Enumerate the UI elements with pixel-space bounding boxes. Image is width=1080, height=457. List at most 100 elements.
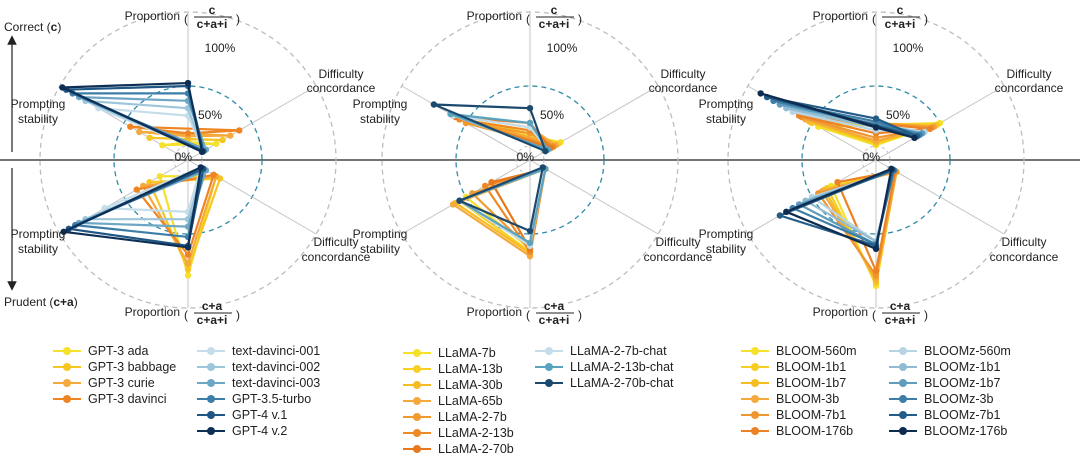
legend-swatch [52, 375, 82, 391]
prudent-label: Prudent (c+a) [4, 295, 78, 309]
data-point [488, 179, 495, 186]
data-point [59, 84, 66, 91]
radar-chart-llama: 100%50%0%Proportion (cc+a+i)Proportion (c+… [353, 3, 718, 327]
fraction-top-den: c+a+i [197, 17, 228, 31]
legend-item: LLaMA-2-13b [402, 425, 514, 441]
data-point [184, 244, 192, 251]
legend-label: BLOOMz-1b7 [924, 376, 1001, 390]
tick-100: 100% [893, 41, 924, 55]
legend-swatch [52, 343, 82, 359]
legend-item: GPT-3 davinci [52, 391, 176, 407]
prompting-upper-line2: stability [706, 112, 746, 126]
data-point [888, 165, 895, 173]
series-lower-polygon [836, 170, 897, 273]
difficulty-lower-line1: Difficulty [1001, 235, 1046, 249]
fraction-top-num: c [551, 3, 558, 17]
legend-item: GPT-4 v.1 [196, 407, 320, 423]
paren-close: ) [236, 308, 240, 322]
legend-item: BLOOM-1b7 [740, 375, 857, 391]
legend-swatch [196, 359, 226, 375]
fraction-top-num: c [209, 3, 216, 17]
legend-label: LLaMA-65b [438, 394, 503, 408]
fraction-bottom: (c+ac+a+i) [526, 299, 582, 327]
paren-open: ( [184, 12, 188, 26]
legend-swatch [740, 423, 770, 439]
tick-50: 50% [540, 108, 564, 122]
legend-swatch [888, 375, 918, 391]
difficulty-upper-line2: concordance [307, 81, 376, 95]
legend-item: BLOOM-1b1 [740, 359, 857, 375]
legend-swatch [740, 375, 770, 391]
legend-item: BLOOMz-1b7 [888, 375, 1011, 391]
legend-item: text-davinci-002 [196, 359, 320, 375]
legend-gpt-col1: GPT-3 ada GPT-3 babbage GPT-3 curie GPT-3 d… [52, 343, 176, 407]
prompting-lower-line2: stability [706, 242, 746, 256]
fraction-bottom-den: c+a+i [539, 313, 570, 327]
prompting-upper-line1: Prompting [353, 97, 408, 111]
prompting-lower-line1: Prompting [11, 227, 66, 241]
fraction-bottom-num: c+a [890, 299, 911, 313]
legend-label: LLaMA-2-70b-chat [570, 376, 674, 390]
data-point [456, 197, 463, 204]
tick-100: 100% [205, 41, 236, 55]
data-point [219, 136, 226, 144]
data-point [212, 140, 220, 147]
legend-item: BLOOM-560m [740, 343, 857, 359]
difficulty-upper-line2: concordance [649, 81, 718, 95]
legend-bloom-col1: BLOOM-560m BLOOM-1b1 BLOOM-1b7 BLOOM-3b BLOO… [740, 343, 857, 439]
data-point [133, 186, 140, 193]
proportion-top-label: Proportion [125, 9, 180, 23]
legend-swatch [402, 361, 432, 377]
legend-label: GPT-3 davinci [88, 392, 167, 406]
legend-item: BLOOM-3b [740, 391, 857, 407]
radar-chart-gpt: 100%50%0%Proportion (cc+a+i)Proportion (c+… [11, 3, 376, 327]
legend-swatch [740, 407, 770, 423]
legend-label: text-davinci-002 [232, 360, 321, 374]
series-llama-2-70b-chat [430, 101, 549, 235]
difficulty-lower-line1: Difficulty [655, 235, 700, 249]
legend-item: GPT-3 curie [52, 375, 176, 391]
proportion-bottom-label: Proportion [467, 305, 522, 319]
legend-label: BLOOM-7b1 [776, 408, 847, 422]
tick-0: 0% [175, 150, 193, 164]
data-point [210, 171, 217, 178]
legend-item: text-davinci-001 [196, 343, 320, 359]
series-lower-polygon [103, 166, 202, 213]
legend-item: text-davinci-003 [196, 375, 320, 391]
series-upper-polygon [759, 92, 916, 139]
series-upper-polygon [65, 84, 205, 153]
legend-item: LLaMA-2-7b [402, 409, 514, 425]
data-point [539, 164, 547, 171]
correct-label: Correct (c) [4, 20, 61, 34]
legend-swatch [402, 377, 432, 393]
prompting-upper-line1: Prompting [699, 97, 754, 111]
paren-open: ( [526, 12, 530, 26]
proportion-top-label: Proportion [467, 9, 522, 23]
legend-item: BLOOM-176b [740, 423, 857, 439]
legend-label: BLOOM-1b7 [776, 376, 847, 390]
data-point [198, 148, 206, 156]
data-point [911, 134, 918, 141]
data-point [236, 127, 243, 134]
data-point [926, 125, 934, 133]
legend-label: LLaMA-2-13b [438, 426, 514, 440]
paren-open: ( [184, 308, 188, 322]
grid-circle-50 [113, 85, 263, 235]
legend-label: BLOOMz-7b1 [924, 408, 1001, 422]
fraction-top: (cc+a+i) [526, 3, 582, 31]
data-point [146, 134, 153, 141]
data-point [757, 90, 764, 97]
prompting-upper-line2: stability [360, 112, 400, 126]
series-upper-polygon [61, 81, 204, 153]
data-point [184, 272, 192, 279]
legend-swatch [196, 407, 226, 423]
data-point [184, 251, 192, 258]
legend-item: BLOOMz-1b1 [888, 359, 1011, 375]
data-point [872, 115, 880, 122]
legend-item: LLaMA-2-7b-chat [534, 343, 674, 359]
tick-100: 100% [547, 41, 578, 55]
legend-label: BLOOM-1b1 [776, 360, 847, 374]
legend-swatch [52, 391, 82, 407]
fraction-top-den: c+a+i [539, 17, 570, 31]
legend-item: BLOOMz-3b [888, 391, 1011, 407]
